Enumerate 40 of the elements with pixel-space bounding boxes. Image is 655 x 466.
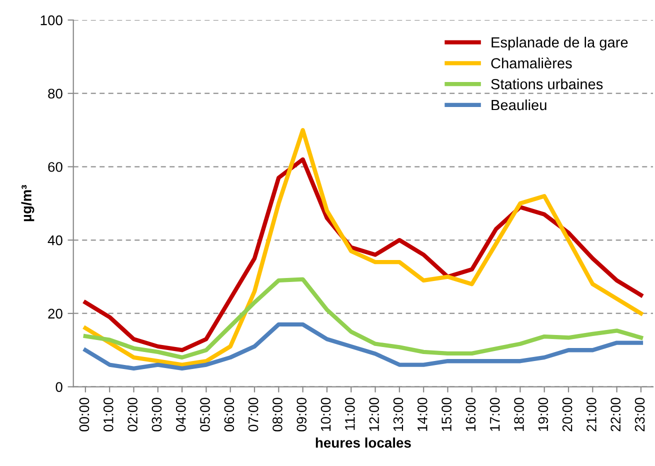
x-tick-label: 19:00 — [538, 398, 548, 431]
x-axis-title: heures locales — [316, 438, 411, 448]
x-tick-label: 21:00 — [586, 398, 596, 432]
x-tick-label: 20:00 — [562, 398, 572, 432]
x-tick-label: 12:00 — [369, 398, 379, 431]
legend-label: Chamalières — [491, 58, 572, 68]
x-tick-label: 13:00 — [393, 398, 404, 431]
x-tick-label: 18:00 — [514, 398, 524, 431]
y-axis-title: µg/m³ — [21, 185, 34, 222]
line-series — [83, 277, 644, 360]
x-tick-label: 00:00 — [79, 398, 90, 432]
x-tick-label: 02:00 — [128, 398, 138, 432]
x-tick-label: 22:00 — [610, 398, 621, 432]
x-tick-label: 09:00 — [296, 398, 307, 432]
y-tick-label: 0 — [56, 382, 62, 392]
legend-label: Stations urbaines — [491, 78, 603, 90]
x-tick-label: 05:00 — [200, 398, 210, 432]
x-tick-label: 11:00 — [345, 398, 355, 430]
x-tick-label: 23:00 — [634, 398, 645, 432]
line-series — [83, 128, 644, 367]
x-tick-label: 14:00 — [417, 398, 428, 431]
x-tick-label: 01:00 — [103, 398, 114, 432]
line-series — [83, 322, 644, 371]
x-tick-label: 03:00 — [152, 398, 162, 432]
y-tick-label: 100 — [40, 15, 62, 26]
y-tick-label: 40 — [48, 235, 62, 246]
legend-label: Beaulieu — [492, 99, 546, 110]
x-tick-label: 16:00 — [466, 398, 476, 431]
x-tick-label: 04:00 — [176, 398, 186, 432]
x-tick-label: 15:00 — [442, 398, 452, 431]
line-series — [83, 157, 644, 352]
legend-label: Esplanade de la gare — [492, 36, 628, 50]
x-tick-label: 06:00 — [224, 398, 234, 432]
y-tick-label: 80 — [48, 88, 62, 99]
x-tick-label: 10:00 — [320, 398, 331, 431]
x-tick-label: 17:00 — [490, 398, 500, 431]
x-tick-label: 07:00 — [248, 398, 258, 432]
y-tick-label: 60 — [48, 162, 62, 172]
x-tick-label: 08:00 — [272, 398, 282, 432]
y-tick-label: 20 — [48, 308, 62, 319]
